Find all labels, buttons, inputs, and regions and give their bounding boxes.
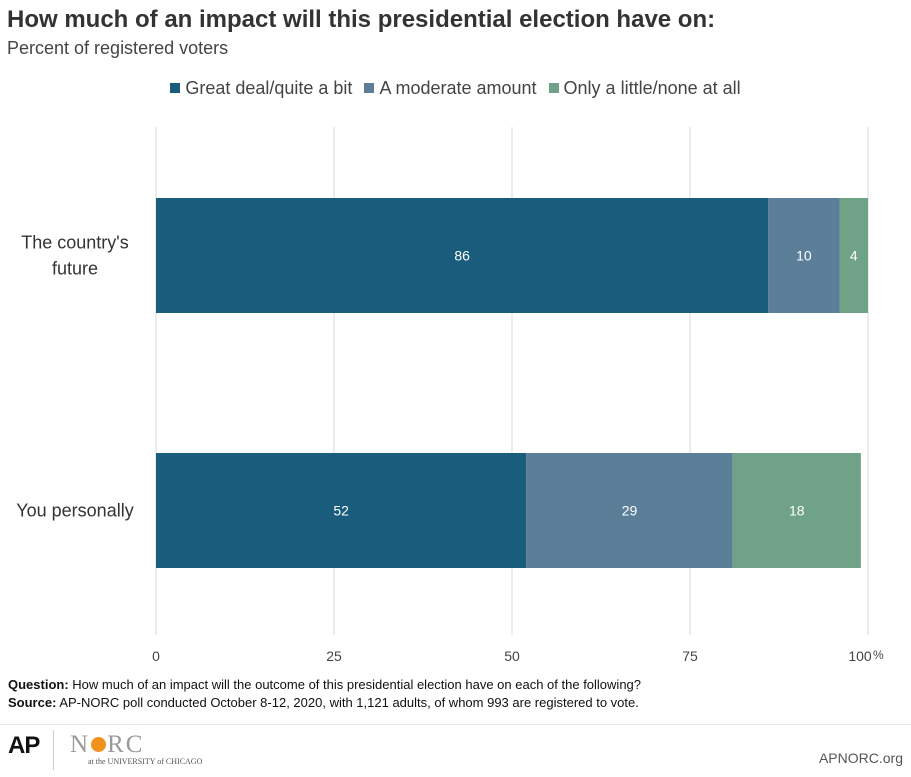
data-label-2-2: 29 — [622, 503, 638, 519]
x-tick-label-0: 0 — [152, 648, 160, 664]
footer-divider — [0, 724, 911, 725]
data-label-2-3: 18 — [789, 503, 805, 519]
chart-notes: Question: How much of an impact will the… — [8, 676, 641, 712]
chart-subtitle: Percent of registered voters — [7, 38, 229, 58]
legend-item-2: A moderate amount — [364, 77, 537, 99]
question-text: How much of an impact will the outcome o… — [72, 677, 642, 692]
x-tick-label-50: 50 — [504, 648, 520, 664]
data-label-2-1: 52 — [333, 503, 349, 519]
bar-1-segment-2 — [768, 198, 840, 313]
x-tick-label-100: 100 — [848, 648, 872, 664]
data-label-1-2: 10 — [796, 248, 812, 264]
chart-title: How much of an impact will this presiden… — [7, 6, 716, 33]
question-note: Question: How much of an impact will the… — [8, 676, 641, 694]
category-label-2-line-1: You personally — [16, 501, 133, 521]
source-text: AP-NORC poll conducted October 8-12, 202… — [59, 695, 639, 710]
bar-1-segment-3 — [839, 198, 868, 313]
category-label-1-line-2: future — [52, 259, 98, 279]
ap-logo: AP — [8, 732, 40, 759]
legend: Great deal/quite a bit A moderate amount O… — [0, 77, 911, 99]
legend-label-1: Great deal/quite a bit — [185, 77, 353, 98]
logo-divider — [53, 730, 54, 770]
source-note: Source: AP-NORC poll conducted October 8… — [8, 694, 641, 712]
norc-logo-rc: RC — [107, 731, 145, 758]
data-label-1-1: 86 — [454, 248, 470, 264]
legend-swatch-1 — [170, 83, 181, 93]
legend-swatch-3 — [548, 83, 559, 93]
bar-2-segment-1 — [156, 453, 527, 568]
norc-tagline: at the UNIVERSITY of CHICAGO — [88, 757, 203, 766]
legend-item-3: Only a little/none at all — [548, 77, 741, 99]
bar-1-segment-1 — [156, 198, 769, 313]
legend-label-3: Only a little/none at all — [563, 77, 741, 98]
norc-logo-n: N — [70, 731, 91, 758]
x-tick-label-75: 75 — [682, 648, 698, 664]
x-tick-suffix: % — [873, 648, 884, 662]
x-tick-label-25: 25 — [326, 648, 342, 664]
data-label-1-3: 4 — [850, 248, 858, 264]
bar-2-segment-3 — [732, 453, 861, 568]
question-label: Question: — [8, 677, 69, 692]
norc-logo-o — [91, 737, 107, 752]
bar-2-segment-2 — [526, 453, 733, 568]
norc-logo: N RC — [70, 731, 144, 759]
legend-item-1: Great deal/quite a bit — [170, 78, 352, 99]
legend-swatch-2 — [364, 83, 375, 93]
site-link[interactable]: APNORC.org — [818, 750, 903, 766]
legend-label-2: A moderate amount — [379, 77, 537, 98]
stacked-bar-chart: 0 25 50 75 100 % The country's future You person… — [16, 127, 884, 664]
source-label: Source: — [8, 695, 57, 710]
category-label-1-line-1: The country's — [21, 233, 128, 253]
